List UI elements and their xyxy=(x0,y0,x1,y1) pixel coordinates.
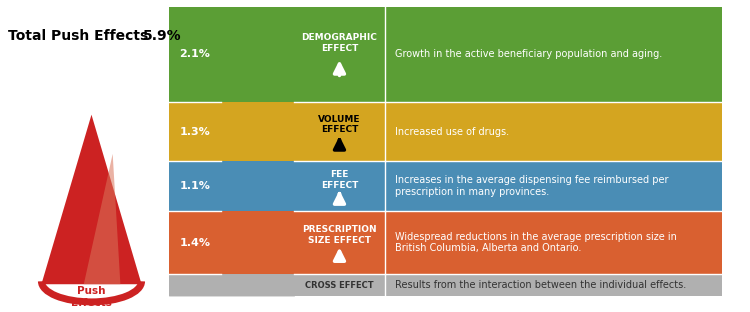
Text: 2.1%: 2.1% xyxy=(179,50,211,60)
Text: VOLUME
EFFECT: VOLUME EFFECT xyxy=(318,115,361,134)
Polygon shape xyxy=(221,7,294,102)
Bar xyxy=(294,211,386,275)
Polygon shape xyxy=(41,115,142,284)
Text: FEE
EFFECT: FEE EFFECT xyxy=(321,170,358,190)
Text: Increases in the average dispensing fee reimbursed per
prescription in many prov: Increases in the average dispensing fee … xyxy=(394,175,668,197)
Text: CROSS EFFECT: CROSS EFFECT xyxy=(305,281,374,290)
Polygon shape xyxy=(221,275,294,296)
Polygon shape xyxy=(221,161,294,211)
Polygon shape xyxy=(221,102,294,161)
Bar xyxy=(169,161,221,211)
Bar xyxy=(386,275,722,296)
Bar xyxy=(169,211,221,275)
Polygon shape xyxy=(84,154,120,284)
Text: 1.3%: 1.3% xyxy=(180,127,211,137)
Text: 5.9%: 5.9% xyxy=(142,29,182,43)
Text: Push
Effects: Push Effects xyxy=(71,286,112,308)
Bar xyxy=(386,102,722,161)
Bar xyxy=(169,275,221,296)
Text: Increased use of drugs.: Increased use of drugs. xyxy=(394,127,509,137)
Bar xyxy=(169,7,221,102)
Text: 1.1%: 1.1% xyxy=(179,181,211,191)
Text: 1.4%: 1.4% xyxy=(179,238,211,248)
Bar xyxy=(294,7,386,102)
Bar xyxy=(386,211,722,275)
Bar xyxy=(294,102,386,161)
Text: Growth in the active beneficiary population and aging.: Growth in the active beneficiary populat… xyxy=(394,50,662,60)
Text: PRESCRIPTION
SIZE EFFECT: PRESCRIPTION SIZE EFFECT xyxy=(302,225,376,245)
Polygon shape xyxy=(221,211,294,275)
Text: Widespread reductions in the average prescription size in
British Columbia, Albe: Widespread reductions in the average pre… xyxy=(394,232,676,253)
Bar xyxy=(169,102,221,161)
Text: Results from the interaction between the individual effects.: Results from the interaction between the… xyxy=(394,280,686,290)
Text: Total Push Effects: Total Push Effects xyxy=(8,29,148,43)
Bar xyxy=(294,161,386,211)
Bar xyxy=(294,275,386,296)
Text: DEMOGRAPHIC
EFFECT: DEMOGRAPHIC EFFECT xyxy=(302,33,377,53)
Bar xyxy=(386,7,722,102)
Bar xyxy=(386,161,722,211)
